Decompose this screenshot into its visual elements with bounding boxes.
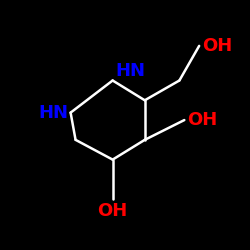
Text: OH: OH — [98, 202, 128, 220]
Text: HN: HN — [38, 104, 68, 122]
Text: HN: HN — [115, 62, 145, 80]
Text: OH: OH — [202, 37, 232, 55]
Text: OH: OH — [187, 111, 217, 129]
